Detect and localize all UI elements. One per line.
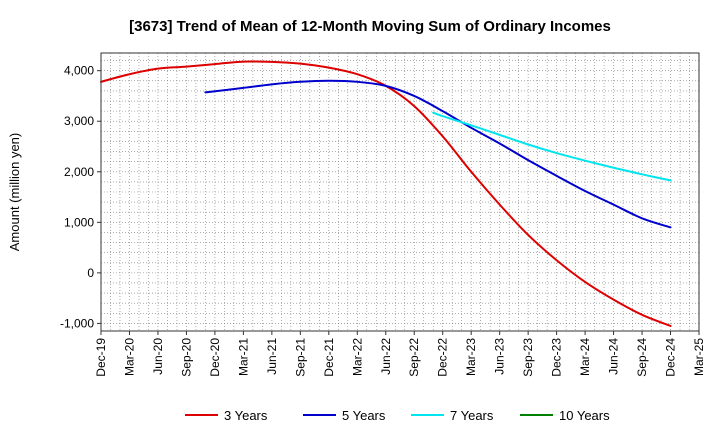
grid-lines: [101, 53, 699, 331]
x-tick-label: Sep-23: [521, 338, 535, 377]
legend-item-5-years: 5 Years: [303, 408, 386, 423]
x-tick-label: Sep-22: [407, 338, 421, 377]
y-tick-label: 1,000: [64, 215, 94, 229]
x-tick-label: Sep-21: [293, 338, 307, 377]
y-tick-label: 2,000: [64, 165, 94, 179]
legend-label: 10 Years: [559, 408, 610, 423]
legend-item-3-years: 3 Years: [185, 408, 268, 423]
y-tick-label: 3,000: [64, 114, 94, 128]
y-tick-label: 4,000: [64, 64, 94, 78]
x-tick-label: Dec-19: [94, 338, 108, 377]
plot-frame: [100, 52, 700, 332]
y-tick-label: 0: [87, 266, 94, 280]
x-tick-label: Dec-24: [664, 338, 678, 377]
x-tick-label: Mar-22: [350, 338, 364, 376]
x-tick-label: Mar-23: [464, 338, 478, 376]
series-line-5-years: [204, 79, 672, 229]
legend: 3 Years 5 Years 7 Years 10 Years: [185, 408, 610, 423]
y-axis-ticks: 4,000 3,000 2,000 1,000 0 -1,000: [60, 64, 101, 330]
y-axis-label: Amount (million yen): [7, 133, 22, 252]
legend-label: 7 Years: [450, 408, 494, 423]
x-tick-label: Dec-23: [550, 338, 564, 377]
x-tick-label: Jun-22: [379, 338, 393, 375]
series-line-7-years: [432, 111, 672, 182]
series-lines: [100, 60, 672, 327]
x-tick-label: Jun-20: [151, 338, 165, 375]
x-axis-ticks: Dec-19 Mar-20 Jun-20 Sep-20 Dec-20 Mar-21 Jun-…: [94, 331, 706, 377]
x-tick-label: Jun-21: [265, 338, 279, 375]
chart-title: [3673] Trend of Mean of 12-Month Moving …: [129, 18, 611, 35]
x-tick-label: Dec-20: [208, 338, 222, 377]
x-tick-label: Dec-21: [322, 338, 336, 377]
x-tick-label: Mar-20: [122, 338, 136, 376]
x-tick-label: Mar-25: [692, 338, 706, 376]
x-tick-label: Jun-24: [607, 338, 621, 375]
x-tick-label: Jun-23: [493, 338, 507, 375]
x-tick-label: Sep-20: [179, 338, 193, 377]
legend-item-10-years: 10 Years: [520, 408, 610, 423]
x-tick-label: Dec-22: [436, 338, 450, 377]
y-tick-label: -1,000: [60, 316, 94, 330]
legend-item-7-years: 7 Years: [411, 408, 494, 423]
x-tick-label: Sep-24: [635, 338, 649, 377]
legend-label: 5 Years: [342, 408, 386, 423]
legend-label: 3 Years: [224, 408, 268, 423]
x-tick-label: Mar-24: [578, 338, 592, 376]
x-tick-label: Mar-21: [236, 338, 250, 376]
